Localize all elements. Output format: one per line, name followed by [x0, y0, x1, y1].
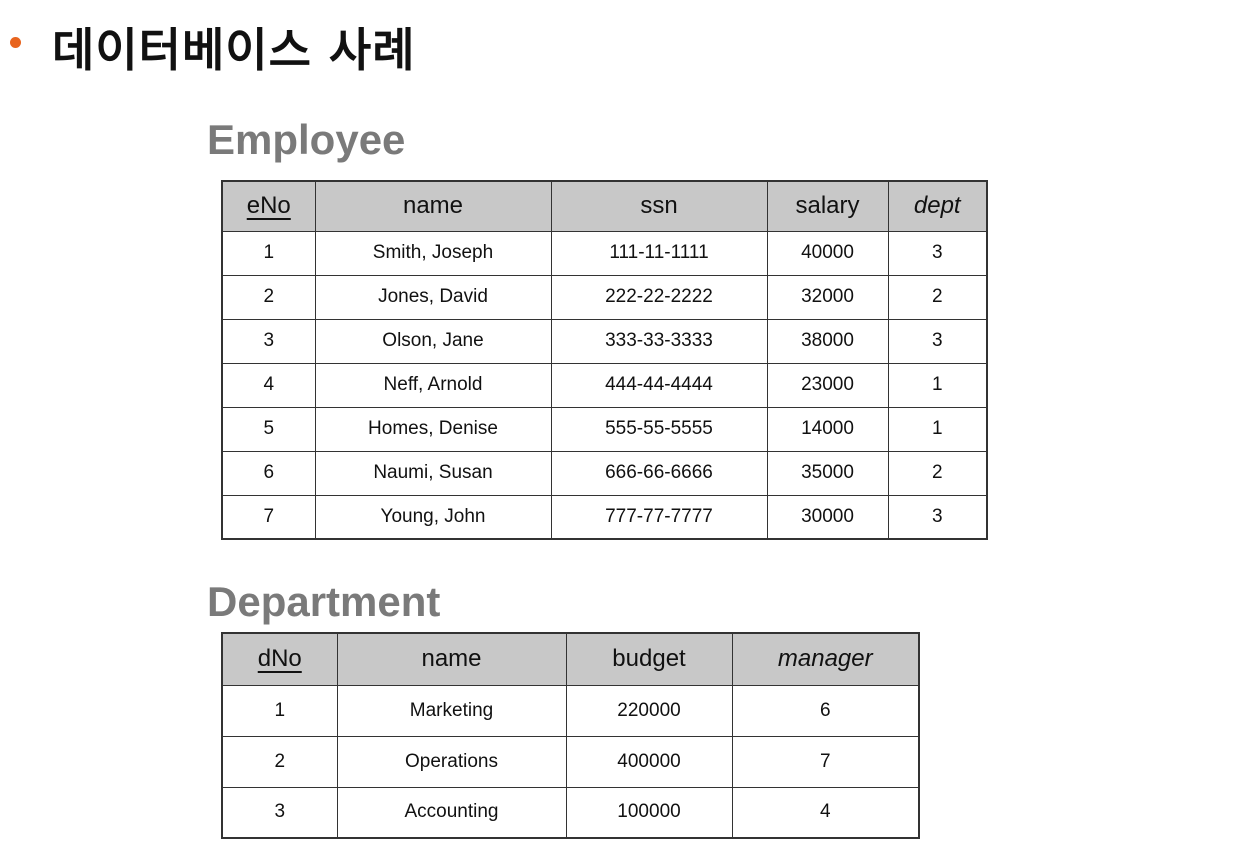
- cell-salary: 38000: [766, 318, 889, 364]
- cell-salary: 23000: [766, 362, 889, 408]
- column-header-name: name: [336, 632, 567, 686]
- cell-ssn: 333-33-3333: [550, 318, 768, 364]
- table-row: 2 Operations 400000 7: [221, 735, 920, 788]
- column-header-dept: dept: [887, 180, 988, 232]
- employee-table: eNo name ssn salary dept 1 Smith, Joseph…: [221, 180, 988, 540]
- cell-budget: 220000: [565, 684, 733, 737]
- page-title: 데이터베이스 사례: [52, 23, 416, 77]
- column-header-eno: eNo: [221, 180, 316, 232]
- cell-dept: 2: [887, 274, 988, 320]
- cell-name: Olson, Jane: [314, 318, 552, 364]
- cell-name: Naumi, Susan: [314, 450, 552, 496]
- column-header-salary: salary: [766, 180, 889, 232]
- cell-manager: 4: [731, 786, 920, 839]
- cell-salary: 35000: [766, 450, 889, 496]
- cell-dept: 3: [887, 230, 988, 276]
- cell-name: Neff, Arnold: [314, 362, 552, 408]
- cell-dept: 1: [887, 362, 988, 408]
- cell-manager: 6: [731, 684, 920, 737]
- cell-ssn: 555-55-5555: [550, 406, 768, 452]
- cell-dno: 1: [221, 684, 338, 737]
- department-header-row: dNo name budget manager: [221, 632, 920, 686]
- cell-eno: 6: [221, 450, 316, 496]
- cell-eno: 4: [221, 362, 316, 408]
- table-row: 3 Accounting 100000 4: [221, 786, 920, 839]
- cell-name: Operations: [336, 735, 567, 788]
- cell-name: Accounting: [336, 786, 567, 839]
- cell-dept: 2: [887, 450, 988, 496]
- table-row: 1 Marketing 220000 6: [221, 684, 920, 737]
- column-header-budget: budget: [565, 632, 733, 686]
- column-header-name: name: [314, 180, 552, 232]
- table-row: 6 Naumi, Susan 666-66-6666 35000 2: [221, 450, 988, 496]
- cell-ssn: 222-22-2222: [550, 274, 768, 320]
- table-row: 4 Neff, Arnold 444-44-4444 23000 1: [221, 362, 988, 408]
- cell-salary: 40000: [766, 230, 889, 276]
- table-row: 5 Homes, Denise 555-55-5555 14000 1: [221, 406, 988, 452]
- cell-dno: 3: [221, 786, 338, 839]
- cell-name: Marketing: [336, 684, 567, 737]
- cell-budget: 100000: [565, 786, 733, 839]
- cell-name: Smith, Joseph: [314, 230, 552, 276]
- cell-eno: 5: [221, 406, 316, 452]
- cell-name: Young, John: [314, 494, 552, 540]
- table-row: 2 Jones, David 222-22-2222 32000 2: [221, 274, 988, 320]
- column-header-ssn: ssn: [550, 180, 768, 232]
- cell-eno: 7: [221, 494, 316, 540]
- table-row: 1 Smith, Joseph 111-11-1111 40000 3: [221, 230, 988, 276]
- bullet-icon: [10, 37, 21, 48]
- department-table-title: Department: [207, 578, 441, 625]
- cell-name: Homes, Denise: [314, 406, 552, 452]
- cell-ssn: 666-66-6666: [550, 450, 768, 496]
- cell-salary: 32000: [766, 274, 889, 320]
- employee-header-row: eNo name ssn salary dept: [221, 180, 988, 232]
- table-row: 7 Young, John 777-77-7777 30000 3: [221, 494, 988, 540]
- cell-ssn: 777-77-7777: [550, 494, 768, 540]
- cell-budget: 400000: [565, 735, 733, 788]
- column-header-manager: manager: [731, 632, 920, 686]
- cell-ssn: 111-11-1111: [550, 230, 768, 276]
- column-header-dno: dNo: [221, 632, 338, 686]
- cell-ssn: 444-44-4444: [550, 362, 768, 408]
- cell-eno: 2: [221, 274, 316, 320]
- table-row: 3 Olson, Jane 333-33-3333 38000 3: [221, 318, 988, 364]
- cell-dno: 2: [221, 735, 338, 788]
- cell-eno: 1: [221, 230, 316, 276]
- cell-manager: 7: [731, 735, 920, 788]
- cell-dept: 3: [887, 494, 988, 540]
- department-table: dNo name budget manager 1 Marketing 2200…: [221, 632, 920, 839]
- cell-salary: 14000: [766, 406, 889, 452]
- cell-dept: 3: [887, 318, 988, 364]
- employee-table-title: Employee: [207, 116, 406, 163]
- cell-salary: 30000: [766, 494, 889, 540]
- cell-dept: 1: [887, 406, 988, 452]
- cell-eno: 3: [221, 318, 316, 364]
- cell-name: Jones, David: [314, 274, 552, 320]
